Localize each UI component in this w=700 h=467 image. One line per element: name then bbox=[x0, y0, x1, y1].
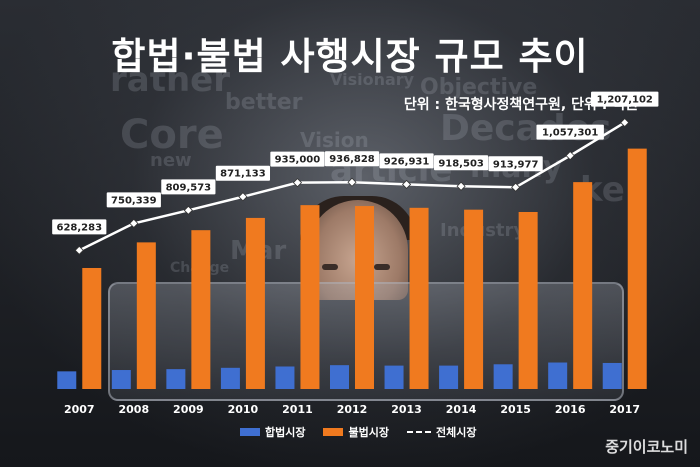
point-total-2011 bbox=[292, 178, 303, 188]
chart-title: 합법·불법 사행시장 규모 추이 bbox=[111, 35, 589, 78]
bar-illegal-2015 bbox=[518, 211, 538, 389]
point-total-2007 bbox=[74, 245, 84, 255]
bar-legal-2011 bbox=[275, 366, 295, 389]
data-label-total-2012: 936,828 bbox=[329, 154, 375, 165]
data-label-bg-2016 bbox=[536, 124, 604, 140]
bar-illegal-2014 bbox=[464, 209, 484, 389]
point-total-2010 bbox=[238, 192, 248, 202]
data-label-bg-2014 bbox=[433, 155, 489, 171]
legend-item-total: 전체시장 bbox=[406, 424, 477, 440]
x-tick-2015: 2015 bbox=[500, 403, 531, 416]
brand-watermark: 중기이코노미 bbox=[605, 438, 688, 456]
bar-illegal-2013 bbox=[409, 207, 429, 389]
bar-legal-2009 bbox=[166, 369, 186, 389]
point-total-2014 bbox=[456, 181, 466, 191]
legend-line-total bbox=[406, 431, 431, 433]
eye-right bbox=[374, 264, 390, 270]
legend-label-total: 전체시장 bbox=[435, 426, 477, 439]
data-label-bg-2008 bbox=[106, 192, 161, 208]
bar-illegal-2017 bbox=[627, 148, 647, 389]
x-tick-2012: 2012 bbox=[337, 403, 368, 416]
point-total-2008 bbox=[129, 218, 139, 228]
data-label-total-2013: 926,931 bbox=[384, 156, 430, 167]
data-label-bg-2015 bbox=[488, 156, 543, 172]
bar-illegal-2011 bbox=[300, 205, 320, 389]
data-label-bg-2017 bbox=[591, 91, 659, 107]
legend-swatch-legal bbox=[240, 428, 260, 436]
data-label-bg-2010 bbox=[215, 165, 271, 181]
data-label-total-2007: 628,283 bbox=[56, 222, 102, 233]
x-tick-2014: 2014 bbox=[446, 403, 477, 416]
x-tick-2011: 2011 bbox=[282, 403, 313, 416]
x-tick-2009: 2009 bbox=[173, 403, 204, 416]
point-total-2012 bbox=[347, 177, 357, 187]
bar-legal-2016 bbox=[548, 362, 568, 389]
data-label-bg-2012 bbox=[324, 151, 380, 167]
point-total-2009 bbox=[183, 205, 193, 215]
legend-label-illegal: 불법시장 bbox=[348, 426, 389, 439]
data-label-bg-2013 bbox=[379, 153, 434, 169]
bar-illegal-2016 bbox=[573, 182, 593, 389]
point-total-2013 bbox=[401, 179, 412, 189]
x-tick-2010: 2010 bbox=[228, 403, 259, 416]
bar-legal-2010 bbox=[220, 367, 240, 389]
bar-illegal-2008 bbox=[136, 242, 156, 389]
data-label-total-2010: 871,133 bbox=[220, 169, 266, 180]
bar-legal-2015 bbox=[493, 364, 513, 389]
legend: 합법시장 불법시장 전체시장 bbox=[240, 424, 476, 440]
data-label-total-2017: 1,207,102 bbox=[597, 95, 653, 106]
unit-note: 단위 : 한국형사정책연구원, 단위 : 억원 bbox=[403, 97, 638, 113]
data-label-bg-2007 bbox=[52, 219, 107, 235]
data-label-total-2008: 750,339 bbox=[111, 195, 157, 206]
bar-illegal-2012 bbox=[355, 206, 374, 389]
legend-label-legal: 합법시장 bbox=[265, 426, 306, 439]
bar-legal-2012 bbox=[330, 365, 349, 389]
bar-legal-2008 bbox=[111, 370, 131, 389]
bar-legal-2014 bbox=[439, 365, 459, 389]
legend-item-legal: 합법시장 bbox=[240, 424, 305, 440]
bar-illegal-2009 bbox=[191, 230, 211, 389]
x-tick-2013: 2013 bbox=[391, 403, 422, 416]
legend-swatch-illegal bbox=[323, 428, 344, 436]
bar-legal-2013 bbox=[384, 365, 404, 389]
x-tick-2008: 2008 bbox=[119, 403, 150, 416]
point-total-2015 bbox=[511, 182, 521, 192]
data-label-total-2016: 1,057,301 bbox=[542, 128, 598, 139]
bar-illegal-2007 bbox=[82, 267, 102, 389]
data-label-total-2009: 809,573 bbox=[166, 182, 212, 193]
data-label-bg-2009 bbox=[161, 179, 216, 195]
data-label-total-2014: 918,503 bbox=[438, 158, 484, 169]
data-label-total-2015: 913,977 bbox=[493, 159, 539, 170]
data-label-total-2011: 935,000 bbox=[275, 155, 321, 166]
x-tick-2007: 2007 bbox=[64, 403, 95, 416]
bar-illegal-2010 bbox=[245, 217, 265, 389]
bar-legal-2007 bbox=[57, 371, 77, 389]
x-tick-2016: 2016 bbox=[555, 403, 586, 416]
eye-left bbox=[322, 264, 338, 270]
data-label-bg-2011 bbox=[270, 151, 325, 167]
legend-item-illegal: 불법시장 bbox=[323, 424, 389, 440]
bar-legal-2017 bbox=[602, 362, 622, 389]
point-total-2016 bbox=[565, 151, 575, 161]
point-total-2017 bbox=[620, 118, 630, 128]
x-tick-2017: 2017 bbox=[609, 403, 640, 416]
